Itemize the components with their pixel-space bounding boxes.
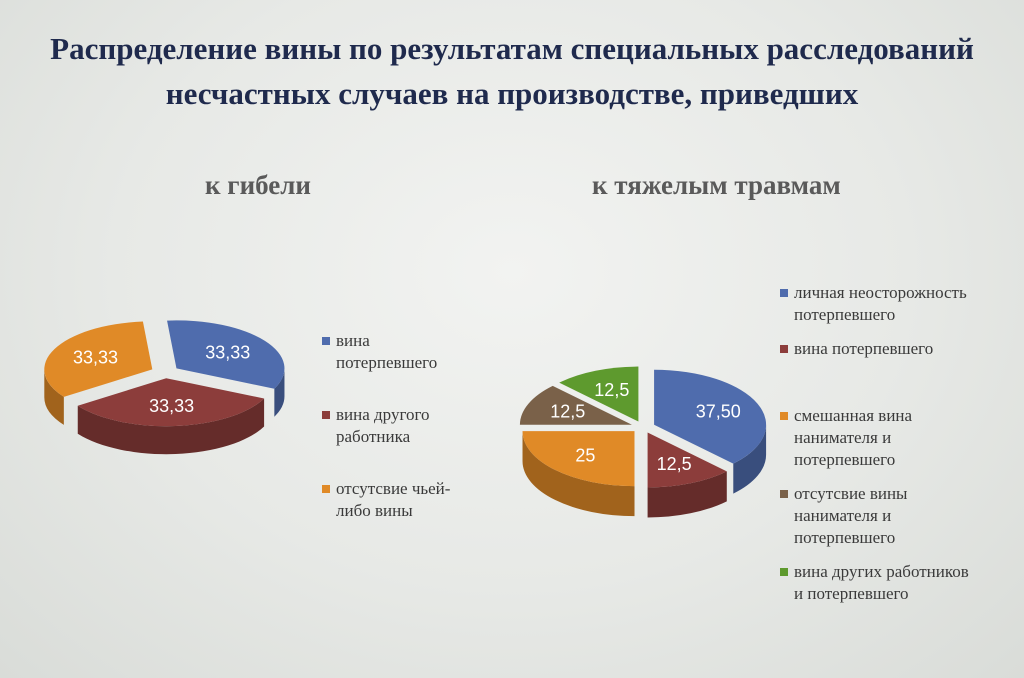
data-label: 25 (575, 445, 595, 465)
pie-slice (647, 432, 727, 488)
legend-deaths: вина потерпевшего вина другого работника… (322, 330, 472, 552)
legend-item: вина потерпевшего (780, 338, 980, 360)
legend-injuries: личная неосторожность потерпевшего вина … (780, 282, 980, 617)
pie-slice (559, 366, 639, 422)
pie-slice (167, 320, 285, 389)
legend-swatch (780, 289, 788, 297)
data-label: 33,33 (73, 348, 118, 368)
data-label: 12,5 (657, 454, 692, 474)
pie-slice (77, 378, 265, 427)
legend-item: отсутсвие вины нанимателя и потерпевшего (780, 483, 980, 549)
pie-slice (522, 431, 635, 487)
legend-label: вина другого работника (336, 405, 430, 446)
legend-item: вина потерпевшего (322, 330, 472, 374)
pie-slice-side (77, 398, 265, 455)
data-label: 12,5 (550, 402, 585, 422)
legend-label: вина других работников и потерпевшего (794, 562, 969, 603)
legend-label: отсутсвие чьей-либо вины (336, 479, 451, 520)
legend-item: личная неосторожность потерпевшего (780, 282, 980, 326)
pie-slice (654, 369, 767, 464)
legend-item: вина других работников и потерпевшего (780, 561, 980, 605)
legend-label: вина потерпевшего (336, 331, 438, 372)
legend-swatch (780, 490, 788, 498)
data-label: 33,33 (149, 396, 194, 416)
legend-swatch (780, 345, 788, 353)
data-label: 33,33 (205, 342, 250, 362)
data-label: 12,5 (594, 380, 629, 400)
legend-label: отсутсвие вины нанимателя и потерпевшего (794, 484, 908, 547)
pie-slice-side (647, 471, 727, 518)
legend-label: личная неосторожность потерпевшего (794, 283, 967, 324)
legend-item: смешанная вина нанимателя и потерпевшего (780, 405, 980, 471)
legend-item: отсутсвие чьей-либо вины (322, 478, 472, 522)
legend-swatch (322, 337, 330, 345)
chart-subtitle-injuries: к тяжелым травмам (592, 170, 841, 200)
legend-swatch (322, 485, 330, 493)
legend-item: вина другого работника (322, 404, 472, 448)
legend-label: вина потерпевшего (794, 339, 934, 358)
pie-slice-side (44, 369, 64, 425)
pie-slice-side (733, 424, 767, 494)
legend-swatch (780, 568, 788, 576)
legend-swatch (322, 411, 330, 419)
pie-slice (519, 385, 632, 425)
pie-slice-side (522, 431, 635, 517)
pie-slice-side (274, 368, 285, 417)
page-title: Распределение вины по результатам специа… (50, 31, 974, 111)
legend-swatch (780, 412, 788, 420)
pie-slice (44, 321, 153, 397)
legend-label: смешанная вина нанимателя и потерпевшего (794, 406, 913, 469)
chart-subtitle-deaths: к гибели (205, 170, 311, 200)
data-label: 37,50 (696, 402, 741, 422)
